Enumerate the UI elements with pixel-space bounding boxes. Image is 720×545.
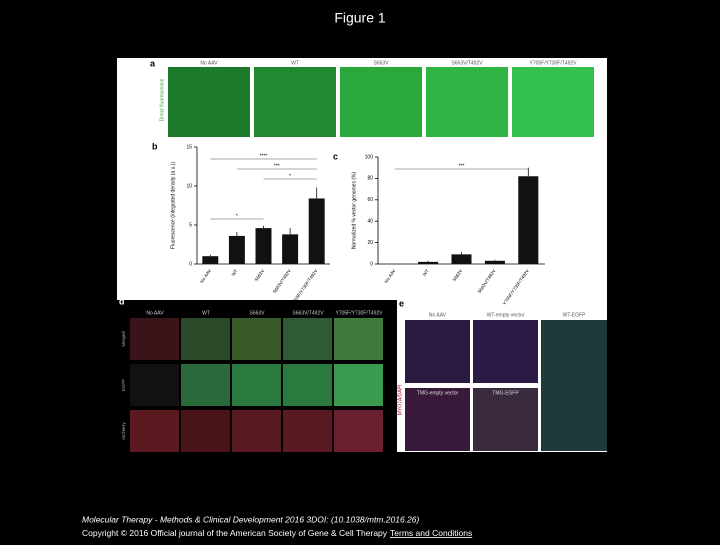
micrograph <box>334 410 383 452</box>
bar <box>484 260 505 264</box>
column-label: Y705F/Y730F/T492V <box>530 60 578 66</box>
bar <box>308 198 325 264</box>
panel-label: d <box>119 296 125 306</box>
significance-label: * <box>289 173 291 179</box>
micrograph <box>181 364 230 406</box>
figure: a Direct fluorescence No AAV WT S663V S663V/T… <box>119 58 607 452</box>
bar <box>202 256 219 264</box>
citation: Molecular Therapy - Methods & Clinical D… <box>82 514 420 524</box>
terms-link[interactable]: Terms and Conditions <box>390 528 472 538</box>
y-tick-label: 20 <box>367 240 373 246</box>
y-tick-label: 10 <box>186 183 192 189</box>
x-tick-label: S663V <box>451 268 463 282</box>
y-tick-label: 0 <box>189 261 192 267</box>
y-tick-label: 60 <box>367 197 373 203</box>
micrograph <box>340 67 422 137</box>
column-label: Y705F/Y730F/T492V <box>336 310 384 316</box>
side-label: Direct fluorescence <box>159 78 165 121</box>
column-label: No AAV <box>200 60 218 66</box>
image-label: WT-EGFP <box>563 312 586 318</box>
slide-title: Figure 1 <box>334 10 386 26</box>
micrograph <box>232 318 281 360</box>
micrograph <box>473 388 538 451</box>
image-label: No AAV <box>429 312 447 318</box>
micrograph <box>168 67 250 137</box>
significance-label: *** <box>459 163 465 169</box>
micrograph <box>130 364 179 406</box>
y-tick-label: 80 <box>367 176 373 182</box>
y-tick-label: 100 <box>365 154 374 160</box>
y-axis-label: Fluorescence (integrated density (a.u.)) <box>170 162 176 250</box>
column-label: S663V/T492V <box>451 60 483 66</box>
column-label: No AAV <box>146 310 164 316</box>
micrograph <box>283 364 332 406</box>
image-label: TMG-empty vector <box>417 390 459 396</box>
micrograph <box>283 410 332 452</box>
micrograph <box>181 318 230 360</box>
y-tick-label: 15 <box>186 144 192 150</box>
significance-label: **** <box>260 153 268 159</box>
micrograph <box>130 318 179 360</box>
micrograph <box>232 364 281 406</box>
micrograph <box>405 320 470 383</box>
x-tick-label: S663V <box>253 268 265 282</box>
significance-label: *** <box>274 163 280 169</box>
micrograph <box>334 364 383 406</box>
micrograph <box>283 318 332 360</box>
bar <box>255 228 272 264</box>
x-tick-label: WT <box>422 268 430 277</box>
micrograph <box>405 388 470 451</box>
micrograph <box>334 318 383 360</box>
side-label: MYO7A/DAPI <box>397 385 403 416</box>
micrograph <box>130 410 179 452</box>
micrograph <box>254 67 336 137</box>
micrograph <box>541 320 607 451</box>
column-label: S663V/T492V <box>292 310 324 316</box>
panel-label: b <box>152 141 158 151</box>
y-tick-label: 40 <box>367 219 373 225</box>
image-label: WT-empty vector <box>487 312 525 318</box>
panel-label: a <box>150 58 156 68</box>
row-label: Merged <box>121 331 126 347</box>
panel-label: c <box>333 151 338 161</box>
column-label: WT <box>202 310 210 316</box>
panel-label: e <box>399 298 404 308</box>
row-label: mCherry <box>121 422 126 440</box>
column-label: S663V <box>249 310 265 316</box>
column-label: WT <box>291 60 299 66</box>
row-label: EGFP <box>121 379 126 391</box>
significance-label: * <box>236 213 238 219</box>
micrograph <box>181 410 230 452</box>
micrograph <box>473 320 538 383</box>
x-tick-label: WT <box>231 268 239 277</box>
bar <box>282 234 299 264</box>
micrograph <box>232 410 281 452</box>
y-axis-label: Normalized % vector genomes (%) <box>351 172 357 250</box>
micrograph <box>512 67 594 137</box>
micrograph <box>426 67 508 137</box>
y-tick-label: 0 <box>370 261 373 267</box>
bar <box>418 261 439 264</box>
bar <box>451 254 472 264</box>
column-label: S663V <box>373 60 389 66</box>
bar <box>518 176 539 264</box>
y-tick-label: 5 <box>189 222 192 228</box>
bar <box>228 235 245 264</box>
copyright-text: Copyright © 2016 Official journal of the… <box>82 528 388 538</box>
image-label: TMG-EGFP <box>492 390 519 396</box>
copyright: Copyright © 2016 Official journal of the… <box>82 528 472 538</box>
